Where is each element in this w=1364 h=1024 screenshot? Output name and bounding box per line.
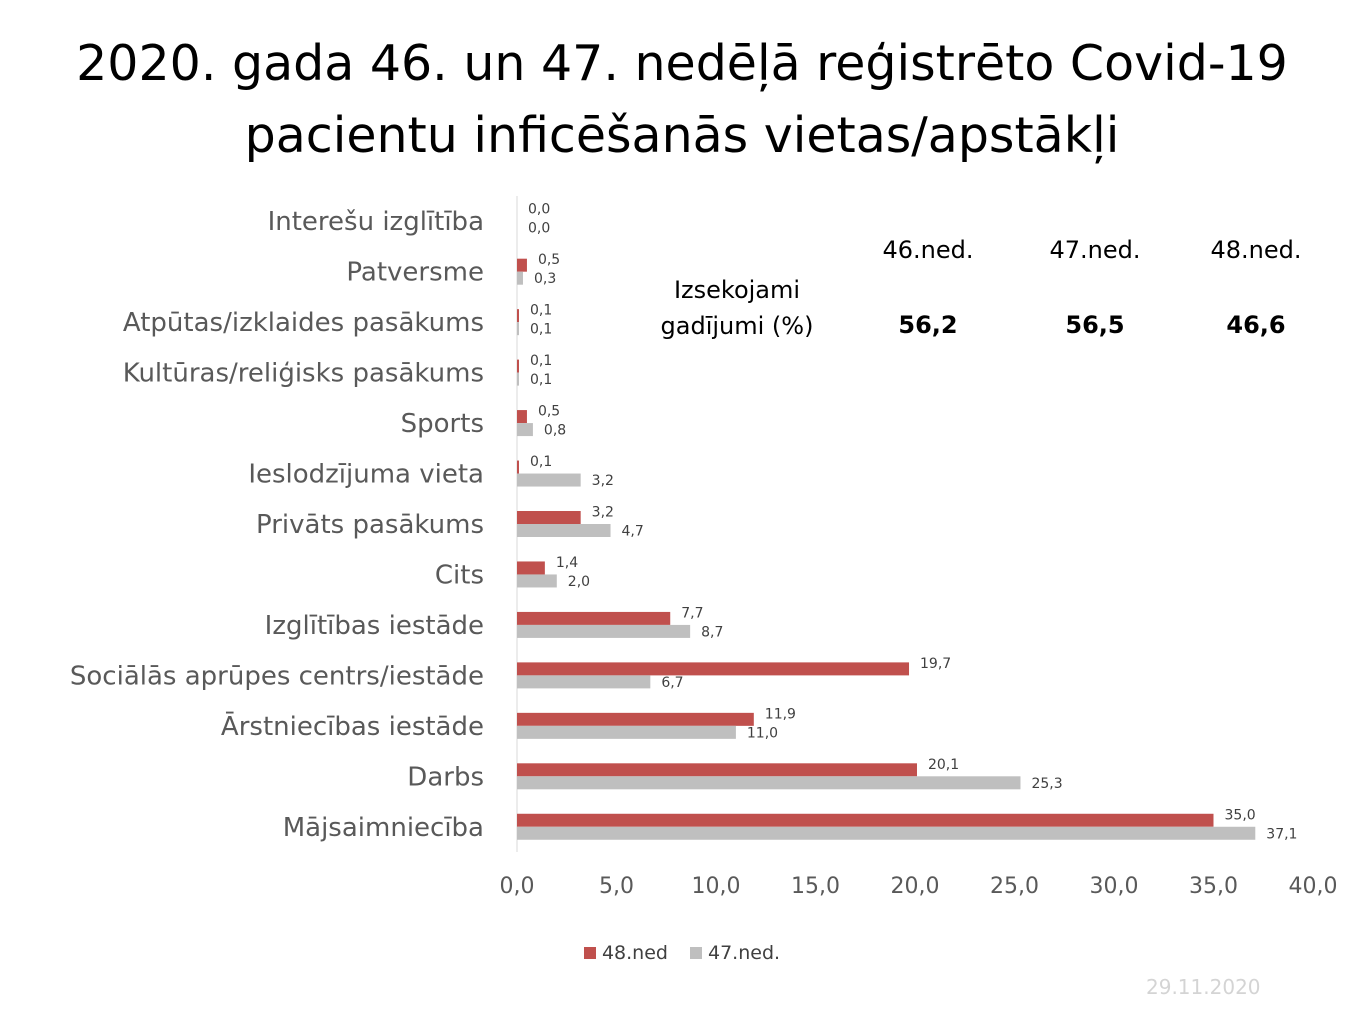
data-label: 37,1 — [1266, 826, 1297, 842]
legend-swatch-47 — [690, 947, 702, 959]
x-tick-label: 20,0 — [891, 874, 940, 899]
bar-48-ned — [517, 309, 519, 323]
category-label: Cits — [435, 560, 484, 590]
category-label: Ieslodzījuma vieta — [248, 460, 484, 490]
bar-48-ned — [517, 712, 754, 726]
bar-48-ned — [517, 763, 917, 777]
x-tick-label: 30,0 — [1090, 874, 1139, 899]
category-label: Kultūras/reliģisks pasākums — [123, 359, 484, 389]
data-label: 0,3 — [534, 271, 556, 287]
bar-47-ned — [517, 524, 611, 537]
data-label: 0,1 — [530, 322, 552, 338]
data-label: 35,0 — [1225, 807, 1256, 823]
bar-48-ned — [517, 258, 527, 272]
bar-48-ned — [517, 561, 545, 575]
data-label: 6,7 — [661, 675, 683, 691]
category-label: Privāts pasākums — [256, 510, 484, 540]
data-label: 0,0 — [528, 221, 550, 237]
data-label: 3,2 — [592, 505, 614, 521]
category-label: Mājsaimniecība — [283, 813, 484, 843]
data-label: 3,2 — [592, 473, 614, 489]
x-tick-label: 35,0 — [1189, 874, 1238, 899]
bar-47-ned — [517, 776, 1021, 790]
x-tick-label: 10,0 — [692, 874, 741, 899]
chart-title-line2: pacientu inficēšanās vietas/apstākļi — [244, 107, 1120, 164]
category-label: Sociālās aprūpes centrs/iestāde — [70, 661, 484, 691]
category-label: Atpūtas/izklaides pasākums — [123, 308, 484, 338]
data-label: 0,1 — [530, 353, 552, 369]
bar-48-ned — [517, 359, 519, 373]
bar-47-ned — [517, 826, 1256, 840]
bar-47-ned — [517, 372, 519, 386]
footer-date: 29.11.2020 — [1146, 975, 1261, 999]
bar-48-ned — [517, 410, 527, 424]
data-label: 0,1 — [530, 303, 552, 319]
data-label: 0,1 — [530, 454, 552, 470]
data-label: 0,5 — [538, 252, 560, 268]
data-label: 7,7 — [681, 605, 703, 621]
data-label: 2,0 — [568, 574, 590, 590]
data-label: 11,0 — [747, 725, 778, 741]
bar-47-ned — [517, 574, 557, 588]
data-label: 0,8 — [544, 423, 566, 439]
bar-48-ned — [517, 460, 519, 474]
bar-48-ned — [517, 511, 581, 524]
chart-legend: 48.ned 47.ned. — [0, 942, 1364, 964]
bar-47-ned — [517, 423, 533, 437]
x-tick-label: 0,0 — [500, 874, 535, 899]
category-label: Darbs — [407, 762, 484, 792]
data-label: 25,3 — [1031, 776, 1062, 792]
legend-swatch-48 — [583, 947, 596, 959]
category-label: Patversme — [346, 258, 484, 288]
category-label: Izglītības iestāde — [265, 611, 484, 641]
x-tick-label: 40,0 — [1289, 874, 1338, 899]
bar-47-ned — [517, 624, 691, 638]
x-tick-label: 15,0 — [791, 874, 840, 899]
legend-item-48: 48.ned — [583, 942, 668, 964]
bar-47-ned — [517, 473, 581, 487]
bar-47-ned — [517, 271, 523, 285]
data-label: 11,9 — [765, 706, 796, 722]
bar-48-ned — [517, 611, 671, 625]
legend-label-47: 47.ned. — [708, 942, 781, 964]
data-label: 20,1 — [928, 757, 959, 773]
data-label: 19,7 — [920, 656, 951, 672]
category-label: Sports — [401, 409, 484, 439]
category-label: Interešu izglītība — [268, 207, 484, 237]
bar-48-ned — [517, 813, 1214, 827]
bar-47-ned — [517, 675, 651, 689]
bar-48-ned — [517, 662, 910, 676]
data-label: 4,7 — [622, 524, 644, 540]
data-label: 0,5 — [538, 404, 560, 420]
legend-item-47: 47.ned. — [690, 942, 780, 964]
data-label: 1,4 — [556, 555, 578, 571]
x-tick-label: 5,0 — [599, 874, 634, 899]
data-label: 0,1 — [530, 372, 552, 388]
x-tick-label: 25,0 — [990, 874, 1039, 899]
legend-label-48: 48.ned — [601, 942, 668, 964]
chart-title: 2020. gada 46. un 47. nedēļā reģistrēto … — [0, 28, 1364, 172]
data-label: 0,0 — [528, 202, 550, 218]
bar-47-ned — [517, 322, 519, 336]
bar-47-ned — [517, 725, 736, 739]
chart-title-line1: 2020. gada 46. un 47. nedēļā reģistrēto … — [76, 35, 1288, 92]
data-label: 8,7 — [701, 624, 723, 640]
category-label: Ārstniecības iestāde — [221, 711, 484, 742]
